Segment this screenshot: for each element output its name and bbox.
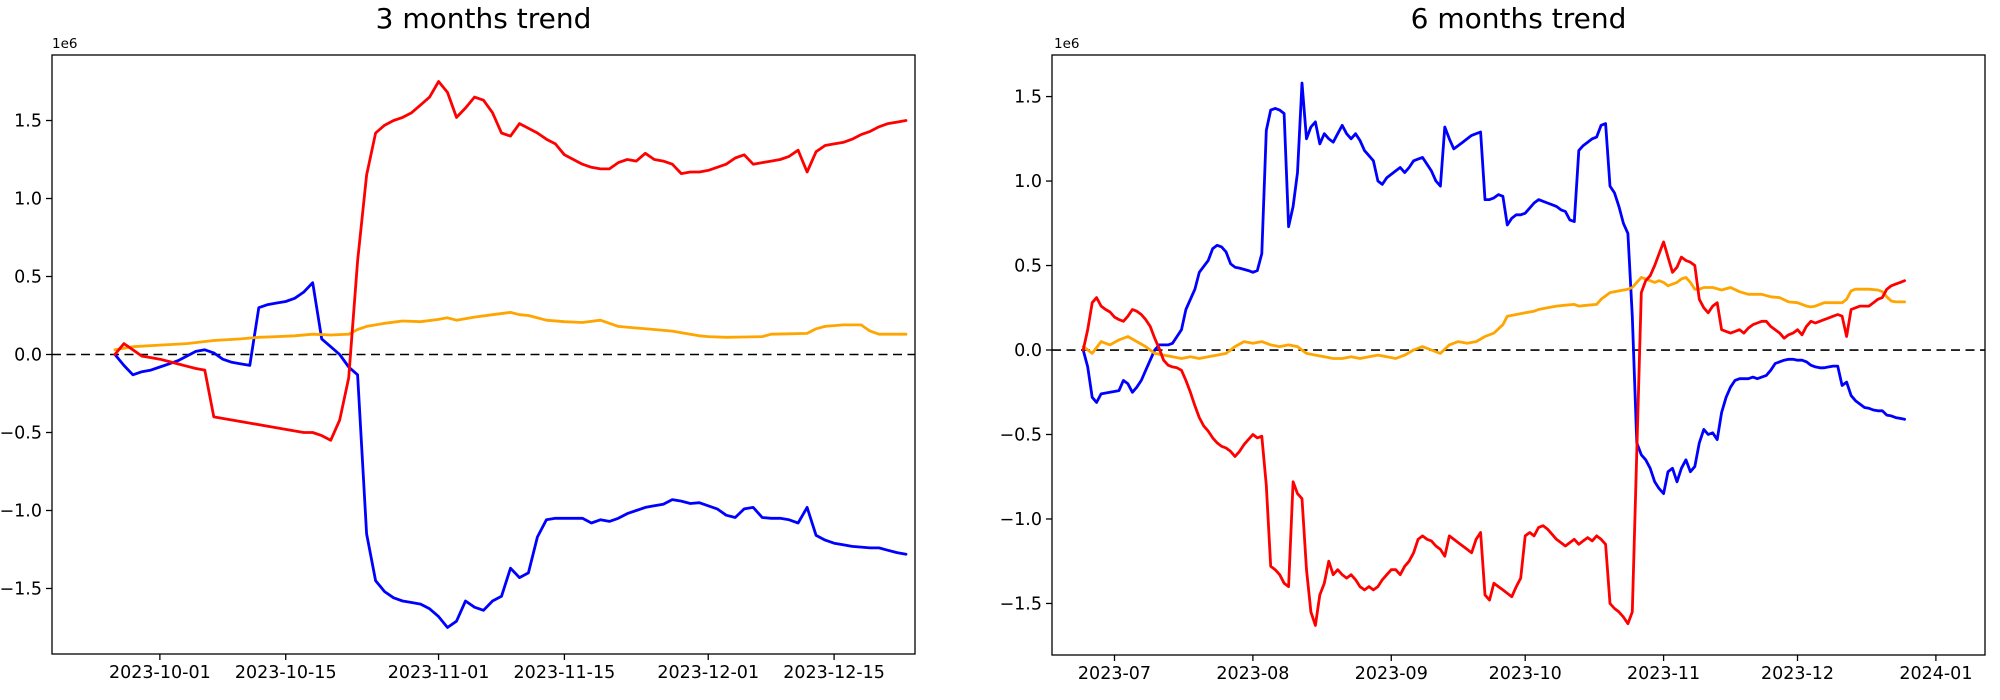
chart-title: 6 months trend xyxy=(1410,2,1627,35)
y-axis-multiplier-label: 1e6 xyxy=(1054,36,1080,52)
x-tick-label: 2023-12-01 xyxy=(657,663,759,683)
y-tick-label: 1.0 xyxy=(1014,172,1042,192)
y-tick-label: 1.5 xyxy=(14,112,42,132)
y-tick-label: −1.5 xyxy=(0,579,42,599)
y-tick-label: 1.5 xyxy=(1014,88,1042,108)
x-tick-label: 2023-08 xyxy=(1216,664,1289,684)
y-tick-label: −1.0 xyxy=(0,501,42,521)
y-tick-label: 0.0 xyxy=(1014,341,1042,361)
series-red-line xyxy=(113,80,908,442)
x-tick-label: 2023-11 xyxy=(1627,664,1700,684)
y-tick-label: −0.5 xyxy=(0,423,42,443)
series-blue-line xyxy=(113,281,908,629)
y-tick-label: 0.5 xyxy=(14,268,42,288)
y-tick-label: 0.0 xyxy=(14,346,42,366)
x-tick-label: 2023-12-15 xyxy=(783,663,885,683)
series-red-line xyxy=(1081,240,1906,627)
x-tick-label: 2023-11-01 xyxy=(388,663,490,683)
axes-border xyxy=(1051,54,1986,656)
x-tick-label: 2023-09 xyxy=(1355,664,1428,684)
y-tick-label: −0.5 xyxy=(1000,425,1043,445)
chart-title: 3 months trend xyxy=(375,2,592,35)
series-blue-line xyxy=(1081,81,1906,496)
y-tick-label: −1.5 xyxy=(1000,594,1043,614)
x-tick-label: 2023-07 xyxy=(1078,664,1151,684)
y-tick-label: 0.5 xyxy=(1014,257,1042,277)
x-tick-label: 2024-01 xyxy=(1899,664,1972,684)
x-tick-label: 2023-12 xyxy=(1761,664,1834,684)
series-orange-line xyxy=(1081,275,1906,360)
series-orange-line xyxy=(113,310,908,352)
y-axis-multiplier-label: 1e6 xyxy=(52,36,78,52)
x-tick-label: 2023-10 xyxy=(1489,664,1562,684)
x-tick-label: 2023-10-01 xyxy=(109,663,211,683)
x-tick-label: 2023-10-15 xyxy=(235,663,337,683)
x-tick-label: 2023-11-15 xyxy=(514,663,616,683)
y-tick-label: −1.0 xyxy=(1000,510,1043,530)
y-tick-label: 1.0 xyxy=(14,190,42,210)
